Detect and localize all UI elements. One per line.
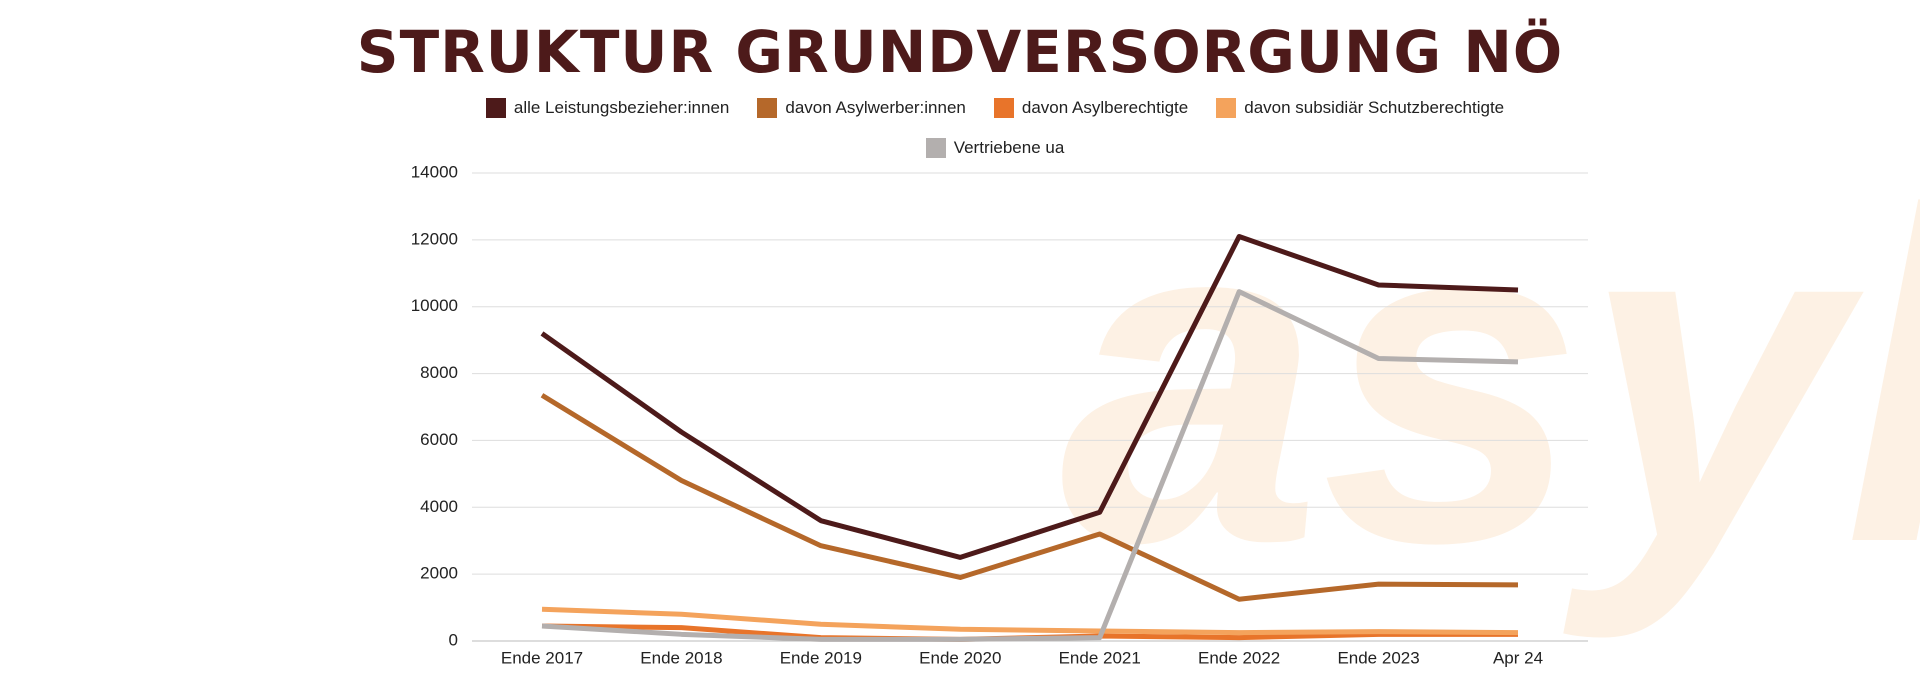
legend: alle Leistungsbezieher:innen davon Asylwe… [460,98,1530,158]
x-tick-label: Ende 2021 [1059,648,1141,667]
legend-label: davon Asylberechtigte [1021,98,1189,117]
x-tick-label: Ende 2022 [1198,648,1280,667]
y-tick-label: 10000 [411,296,458,315]
series-line [541,606,1519,636]
series-line [540,393,1519,602]
chart-title: STRUKTUR GRUNDVERSORGUNG NÖ [356,18,1564,86]
x-tick-label: Ende 2019 [780,648,862,667]
y-tick-label: 8000 [420,363,458,382]
y-tick-label: 14000 [411,162,458,181]
legend-item: Vertriebene ua [925,138,1065,158]
legend-item: alle Leistungsbezieher:innen [485,98,730,118]
legend-label: Vertriebene ua [953,138,1065,157]
x-tick-label: Ende 2020 [919,648,1001,667]
legend-label: alle Leistungsbezieher:innen [513,98,730,117]
legend-item: davon subsidiär Schutzberechtigte [1216,98,1504,118]
legend-swatch [485,98,506,118]
x-tick-label: Ende 2018 [640,648,722,667]
watermark: asyl [1060,115,1920,643]
legend-item: davon Asylwerber:innen [757,98,966,118]
y-tick-label: 4000 [420,497,458,516]
y-tick-label: 6000 [420,430,458,449]
y-tick-label: 0 [449,630,458,649]
x-tick-label: Ende 2023 [1337,648,1419,667]
legend-swatch [1216,98,1237,118]
y-tick-label: 2000 [420,564,458,583]
legend-label: davon subsidiär Schutzberechtigte [1244,98,1505,117]
legend-swatch [925,138,946,158]
y-tick-label: 12000 [411,229,458,248]
legend-swatch [757,98,778,118]
x-tick-label: Ende 2017 [501,648,583,667]
series-line [540,234,1519,560]
legend-item: davon Asylberechtigte [993,98,1189,118]
series-line [541,289,1519,642]
legend-swatch [993,98,1014,118]
x-tick-label: Apr 24 [1493,648,1543,667]
legend-label: davon Asylwerber:innen [785,98,966,117]
